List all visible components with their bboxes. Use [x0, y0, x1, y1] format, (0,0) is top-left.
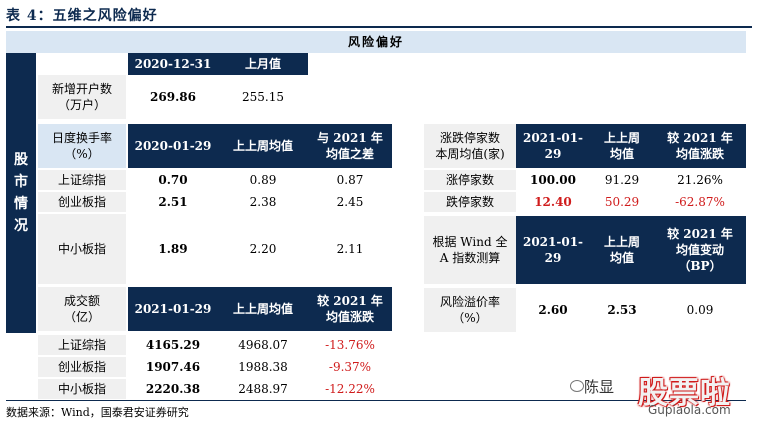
turnover-row-name: 上证综指	[38, 170, 126, 190]
limits-header-change: 较 2021 年 均值涨跌	[654, 124, 746, 168]
watermark-author: 陈显	[584, 378, 615, 396]
watermark-site: Gupiaola.com	[648, 403, 731, 417]
turnover-header-prev-avg: 上上周均值	[218, 124, 308, 168]
volume-row-name: 创业板指	[38, 357, 126, 377]
accounts-header-prev-month: 上月值	[218, 53, 308, 75]
volume-cell: 2220.38	[145, 382, 201, 396]
turnover-row-name: 创业板指	[38, 192, 126, 212]
limits-cell: 91.29	[604, 173, 640, 187]
volume-row-name: 中小板指	[38, 379, 126, 399]
limits-cell-highlight: 50.29	[604, 195, 640, 209]
volume-cell: 1988.38	[238, 360, 288, 374]
turnover-cell: 2.11	[336, 242, 364, 256]
volume-header-date: 2021-01-29	[128, 287, 218, 331]
turnover-cell: 1.89	[158, 242, 188, 256]
limits-row-name: 跌停家数	[424, 192, 516, 212]
premium-header-change: 较 2021 年 均值变动 （BP）	[654, 216, 746, 284]
premium-value-change: 0.09	[686, 303, 714, 317]
accounts-value-prev: 255.15	[242, 90, 284, 104]
volume-header-prev-avg: 上上周均值	[218, 287, 308, 331]
limits-row-name: 涨停家数	[424, 170, 516, 190]
turnover-cell: 2.38	[249, 195, 277, 209]
wechat-icon	[570, 380, 584, 392]
premium-header-label: 根据 Wind 全 A 指数测算	[424, 216, 516, 284]
volume-cell: 4968.07	[238, 338, 288, 352]
volume-cell: 4165.29	[145, 338, 201, 352]
limits-cell: 100.00	[530, 173, 576, 187]
side-label-stock-market: 股 市 情 况	[6, 53, 36, 333]
watermark-brand: 股票啦	[638, 376, 731, 411]
premium-value-prev: 2.53	[607, 303, 637, 317]
limits-cell-highlight: -62.87%	[675, 195, 725, 209]
accounts-header-date: 2020-12-31	[128, 53, 218, 75]
turnover-header-diff: 与 2021 年 均值之差	[308, 124, 392, 168]
turnover-header-label: 日度换手率 （%）	[38, 124, 126, 168]
limits-cell: 21.26%	[677, 173, 723, 187]
premium-header-date: 2021-01- 29	[516, 216, 590, 284]
turnover-cell: 2.20	[249, 242, 277, 256]
turnover-cell: 0.89	[249, 173, 277, 187]
accounts-value-current: 269.86	[150, 90, 196, 104]
turnover-cell: 2.45	[336, 195, 364, 209]
premium-value-current: 2.60	[538, 303, 568, 317]
volume-header-label: 成交额 （亿）	[38, 287, 126, 331]
premium-row-label: 风险溢价率 （%）	[424, 288, 516, 332]
limits-header-label: 涨跌停家数 本周均值(家)	[424, 124, 516, 168]
limits-header-prev-avg: 上上周 均值	[590, 124, 654, 168]
section-banner: 风险偏好	[6, 31, 746, 53]
volume-cell: 2488.97	[238, 382, 288, 396]
title-rule	[6, 26, 752, 28]
turnover-header-date: 2020-01-29	[128, 124, 218, 168]
footer-rule	[6, 400, 746, 401]
data-source-note: 数据来源：Wind，国泰君安证券研究	[6, 406, 189, 419]
table-title: 表 4：五维之风险偏好	[6, 8, 158, 24]
volume-cell-negative: -13.76%	[325, 338, 375, 352]
turnover-cell: 2.51	[158, 195, 188, 209]
volume-cell-negative: -9.37%	[328, 360, 372, 374]
watermark: 陈显 股票啦 Gupiaola.com	[570, 370, 750, 420]
limits-cell-highlight: 12.40	[534, 195, 572, 209]
turnover-cell: 0.87	[336, 173, 364, 187]
volume-cell: 1907.46	[145, 360, 201, 374]
volume-cell-negative: -12.22%	[325, 382, 375, 396]
accounts-row-label: 新增开户数 （万户）	[38, 75, 126, 119]
volume-header-change: 较 2021 年 均值涨跌	[308, 287, 392, 331]
turnover-cell: 0.70	[158, 173, 188, 187]
turnover-row-name: 中小板指	[38, 214, 126, 284]
volume-row-name: 上证综指	[38, 335, 126, 355]
limits-header-date: 2021-01- 29	[516, 124, 590, 168]
premium-header-prev-avg: 上上周 均值	[590, 216, 654, 284]
